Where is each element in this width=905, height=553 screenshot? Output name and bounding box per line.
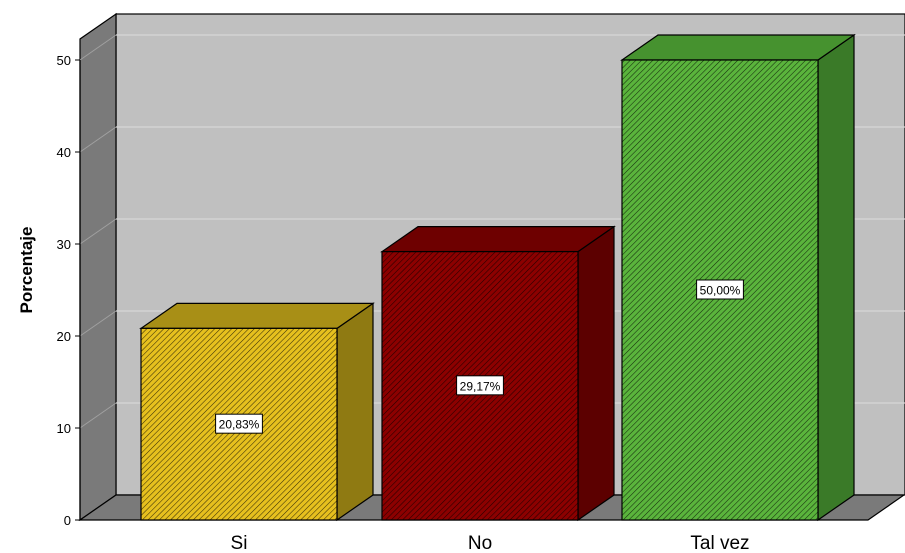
left-wall (79, 12, 117, 522)
data-label: 50,00% (700, 284, 741, 298)
bars: 20,83% 29,17% 50,00% (139, 33, 856, 522)
gridline-side (79, 310, 117, 337)
gridline-side (79, 218, 117, 245)
bar-no: 29,17% (380, 225, 616, 522)
data-label-box (696, 279, 744, 300)
y-axis-label: Porcentaje (17, 227, 36, 314)
bar-top (139, 302, 375, 329)
data-label-box (215, 413, 263, 434)
bar-side (817, 33, 855, 522)
x-category-label: Tal vez (690, 533, 749, 553)
y-tick-label: 10 (57, 421, 71, 436)
x-axis-categories: Si No Tal vez (231, 533, 750, 553)
data-label: 29,17% (460, 379, 501, 393)
y-tick-label: 30 (57, 237, 71, 252)
gridline-side (79, 402, 117, 429)
bar-side (577, 225, 615, 522)
x-category-label: Si (231, 533, 248, 553)
gridline-side (79, 126, 117, 153)
gridline-side (79, 34, 117, 61)
x-category-label: No (468, 533, 492, 553)
y-tick-label: 50 (57, 53, 71, 68)
y-tick-label: 0 (64, 513, 71, 528)
y-tick-label: 40 (57, 145, 71, 160)
bar-side (336, 302, 374, 522)
data-label-box (456, 375, 504, 396)
data-label: 20,83% (219, 418, 260, 432)
y-axis: 0 10 20 30 40 50 (57, 53, 81, 528)
bar-top (620, 34, 856, 61)
bar-tal-vez: 50,00% (620, 33, 856, 522)
y-tick-label: 20 (57, 329, 71, 344)
bar-top (380, 226, 616, 253)
bar-si: 20,83% (139, 302, 375, 522)
